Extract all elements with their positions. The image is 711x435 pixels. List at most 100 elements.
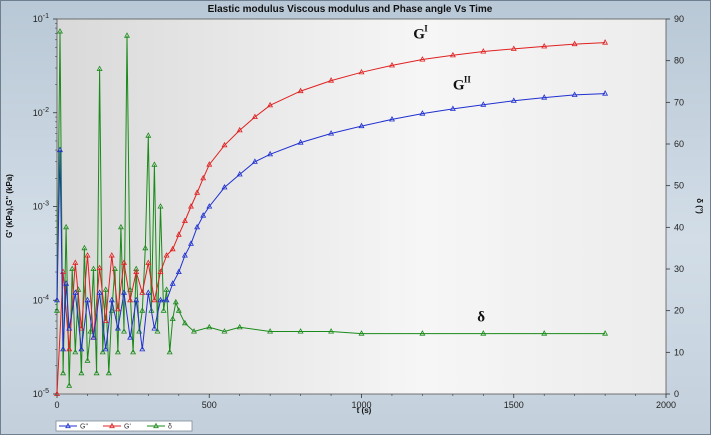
data-point (133, 268, 140, 274)
x-tick-label: 0 (54, 400, 59, 410)
data-point (358, 68, 365, 75)
data-point (102, 345, 109, 352)
data-point (139, 307, 146, 313)
chart-title: Elastic modulus Viscous modulus and Phas… (208, 4, 493, 15)
data-point (81, 244, 88, 251)
data-point (251, 158, 258, 164)
data-point (206, 161, 213, 167)
data-point (221, 328, 228, 334)
data-point (145, 289, 152, 295)
annotation-sup: II (464, 75, 472, 85)
data-point (72, 259, 79, 265)
data-point (188, 203, 194, 209)
data-point (151, 296, 158, 303)
data-point (169, 315, 176, 321)
y-right-tick-label: 60 (674, 139, 684, 149)
y-left-tick-label: 10-3 (33, 201, 49, 212)
data-point (163, 252, 170, 258)
data-point (602, 39, 609, 45)
axes-layer: 0 500 1000 1500 2000 10-5 10-4 10-3 10-2 10-1 0 10 2… (33, 13, 684, 410)
data-point (139, 345, 146, 352)
x-tick-label: 1500 (504, 400, 524, 410)
data-point (389, 115, 395, 122)
data-point (181, 252, 188, 258)
data-point (221, 183, 228, 190)
data-point (142, 244, 149, 251)
data-point (157, 203, 164, 209)
data-point (108, 296, 115, 303)
data-point (541, 42, 548, 49)
data-point (172, 298, 179, 305)
data-point (510, 45, 517, 51)
y-left-axis-label: G' (kPa),G" (kPa) (5, 174, 14, 238)
data-point (54, 296, 60, 303)
data-point (127, 296, 134, 303)
data-point (541, 330, 548, 336)
data-point (130, 348, 137, 355)
data-point (175, 307, 182, 313)
y-left-tick-label: 10-5 (33, 388, 49, 399)
annotation: G (453, 78, 465, 94)
data-point (121, 328, 127, 334)
x-tick-label: 500 (202, 400, 217, 410)
data-point (188, 240, 194, 246)
legend-marker (109, 422, 115, 429)
data-point (200, 212, 207, 218)
annotation-layer: G IG IIδ (413, 24, 485, 326)
data-point (297, 87, 304, 94)
data-point (117, 223, 124, 230)
data-point (133, 296, 140, 303)
data-point (175, 268, 182, 274)
legend-box (55, 420, 193, 432)
plot-area (56, 18, 667, 395)
data-point (54, 307, 60, 313)
data-point (102, 317, 109, 323)
series-layer (54, 28, 609, 396)
data-point (87, 328, 94, 334)
data-point (133, 265, 140, 271)
data-point (419, 110, 426, 116)
y-right-tick-label: 40 (674, 222, 684, 232)
data-point (151, 161, 158, 167)
data-point (66, 382, 73, 388)
data-point (194, 189, 201, 195)
data-point (449, 51, 456, 58)
data-point (510, 97, 517, 103)
data-point (60, 345, 67, 352)
data-point (163, 296, 170, 303)
y-left-tick-label: 10-4 (33, 294, 49, 305)
data-point (114, 325, 121, 331)
data-point (69, 265, 76, 271)
data-point (90, 334, 97, 340)
data-point (124, 32, 130, 38)
data-point (96, 289, 103, 295)
data-point (78, 369, 85, 376)
data-point (151, 325, 158, 331)
data-point (389, 61, 395, 68)
data-point (84, 296, 91, 303)
data-point (145, 259, 152, 265)
data-point (191, 328, 197, 334)
legend: G" G' δ (55, 420, 193, 432)
legend-item: G' (103, 422, 131, 431)
data-point (72, 289, 79, 295)
data-point (157, 268, 164, 274)
data-point (236, 323, 243, 330)
data-point (267, 101, 274, 108)
data-point (66, 345, 73, 352)
data-point (480, 48, 487, 54)
data-point (297, 328, 304, 334)
y-right-axis-label: δ (°) (695, 198, 704, 214)
data-point (251, 113, 258, 119)
data-point (541, 94, 548, 100)
series-line (56, 42, 606, 395)
y-right-tick-label: 30 (674, 264, 684, 274)
y-right-tick-label: 20 (674, 306, 684, 316)
data-point (236, 126, 243, 133)
legend-item: G" (59, 422, 88, 431)
data-point (571, 40, 578, 47)
legend-label: G" (80, 424, 88, 431)
series-line (56, 93, 606, 350)
annotation: δ (477, 310, 485, 326)
